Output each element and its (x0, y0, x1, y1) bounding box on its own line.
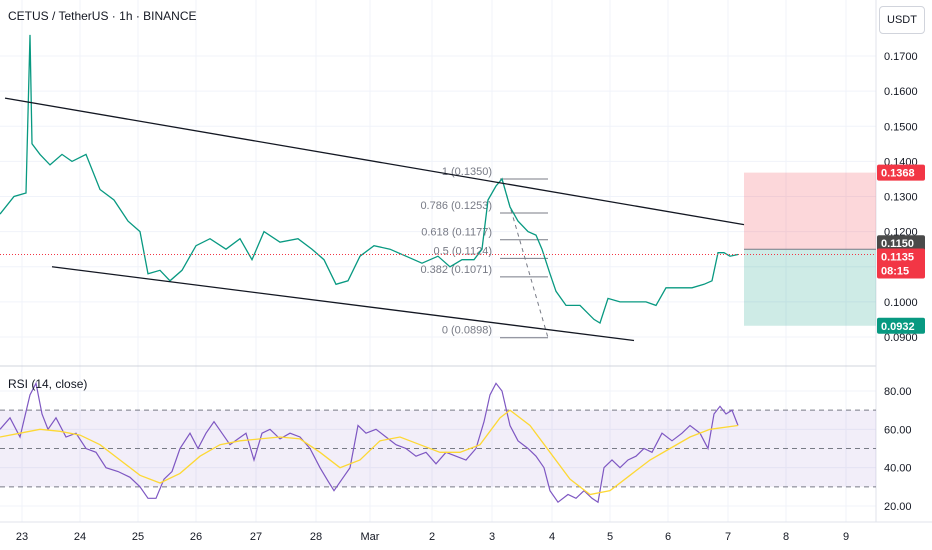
channel-line (4, 97, 745, 226)
rsi-tick-label: 20.00 (884, 501, 912, 513)
price-tick-label: 0.1000 (884, 297, 918, 309)
stop-price-label: 0.1368 (881, 168, 915, 180)
prev-close-label: 0.1150 (881, 238, 914, 250)
last-price-tag-bg (877, 248, 925, 279)
time-tick-label: 8 (783, 531, 789, 543)
chart-grid (0, 0, 876, 522)
fib-level-label: 1 (0.1350) (442, 166, 492, 178)
fib-level-label: 0.618 (0.1177) (421, 227, 492, 239)
chart-title[interactable]: CETUS / TetherUS · 1h · BINANCE (8, 9, 197, 23)
time-tick-label: 28 (310, 531, 322, 543)
target-zone (744, 249, 876, 326)
target-tag-bg (877, 317, 925, 334)
rsi-title[interactable]: RSI (14, close) (8, 377, 88, 391)
last-price-label: 0.1135 (881, 251, 914, 263)
stop-zone (744, 172, 876, 250)
time-tick-label: 7 (725, 531, 731, 543)
price-tick-label: 0.1300 (884, 192, 918, 204)
price-tick-label: 0.1700 (884, 51, 918, 63)
price-tick-label: 0.0900 (884, 332, 918, 344)
target-price-label: 0.0932 (881, 321, 915, 333)
time-tick-label: 9 (843, 531, 849, 543)
stop-tag-bg (877, 164, 925, 181)
rsi-ma-line (0, 409, 739, 496)
time-tick-label: 4 (549, 531, 555, 543)
rsi-tick-label: 40.00 (884, 463, 912, 475)
price-series (0, 34, 739, 324)
time-tick-label: 2 (429, 531, 435, 543)
time-tick-label: 25 (132, 531, 144, 543)
time-tick-label: 24 (74, 531, 86, 543)
rsi-tick-label: 80.00 (884, 386, 912, 398)
fib-level-label: 0.382 (0.1071) (420, 264, 492, 276)
fib-level-label: 0.786 (0.1253) (420, 200, 492, 212)
channel-line (51, 266, 635, 342)
rsi-band (0, 410, 876, 487)
fib-level-label: 0 (0.0898) (442, 325, 492, 337)
price-axis[interactable]: 0.17000.16000.15000.14000.13000.12000.11… (884, 51, 918, 344)
rsi-line (0, 381, 739, 504)
short-position-tool[interactable] (744, 172, 876, 326)
currency-button[interactable]: USDT (879, 6, 925, 34)
price-tick-label: 0.1500 (884, 121, 918, 133)
time-tick-label: 6 (665, 531, 671, 543)
descending-channel[interactable] (4, 97, 745, 342)
time-tick-label: Mar (361, 531, 380, 543)
fib-level-label: 0.5 (0.1124) (433, 245, 492, 257)
fibonacci-retracement[interactable]: 1 (0.1350) 0.786 (0.1253) 0.618 (0.1177) 0.… (420, 166, 549, 339)
prev-close-tag-bg (877, 235, 925, 252)
time-axis[interactable]: 23 24 25 26 27 28 Mar 2 3 4 5 6 7 8 9 (16, 531, 849, 543)
rsi-tick-label: 60.00 (884, 424, 912, 436)
rsi-pane[interactable] (0, 381, 876, 504)
price-tick-label: 0.1600 (884, 86, 918, 98)
time-tick-label: 27 (250, 531, 262, 543)
time-tick-label: 26 (190, 531, 202, 543)
rsi-axis[interactable]: 80.00 60.00 40.00 20.00 (884, 386, 912, 513)
time-tick-label: 23 (16, 531, 28, 543)
time-tick-label: 5 (607, 531, 613, 543)
countdown-label: 08:15 (881, 265, 909, 277)
time-tick-label: 3 (489, 531, 495, 543)
